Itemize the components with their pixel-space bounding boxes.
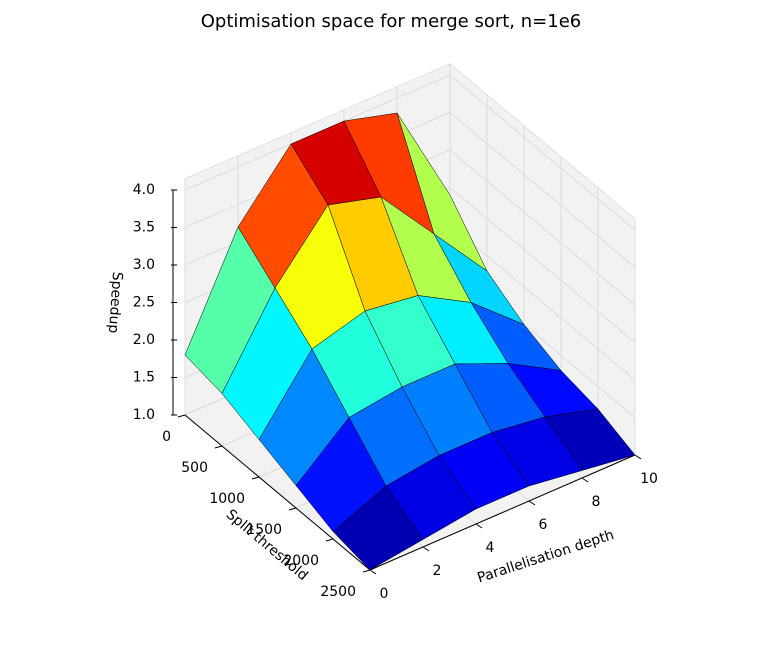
- x-tick-label: 2: [433, 563, 442, 579]
- grid-line: [449, 112, 636, 268]
- x-axis-label: Parallelisation depth: [475, 527, 616, 586]
- grid-line: [449, 149, 636, 306]
- y-tick-label: 1000: [209, 491, 245, 507]
- z-tick-label: 1.5: [133, 370, 155, 386]
- grid-line: [449, 224, 636, 381]
- x-tick: [475, 523, 483, 529]
- y-tick: [177, 414, 186, 418]
- y-axis-line: [184, 414, 371, 571]
- surface-face: [332, 485, 424, 571]
- y-tick-label: 1500: [246, 522, 282, 538]
- y-tick: [288, 507, 297, 511]
- x-tick: [369, 569, 377, 575]
- x-tick: [422, 546, 430, 552]
- y-tick: [214, 445, 223, 449]
- y-tick-label: 2000: [283, 553, 319, 569]
- grid-line: [449, 74, 636, 231]
- z-tick-label: 3.5: [133, 220, 155, 236]
- grid-line: [449, 187, 636, 343]
- x-tick-label: 10: [640, 471, 658, 487]
- y-tick-label: 2500: [320, 584, 356, 600]
- x-tick-label: 8: [592, 494, 601, 510]
- chart-title: Optimisation space for merge sort, n=1e6: [201, 11, 581, 32]
- z-axis-label: Speedup: [105, 271, 125, 334]
- z-tick-label: 1.0: [133, 407, 155, 423]
- y-tick-label: 500: [181, 460, 208, 476]
- z-tick-label: 2.0: [133, 332, 155, 348]
- z-tick-label: 3.0: [133, 257, 155, 273]
- y-tick: [362, 569, 371, 573]
- x-tick-label: 0: [380, 586, 389, 602]
- z-tick-label: 2.5: [133, 295, 155, 311]
- y-axis-label: Split threshold: [223, 507, 311, 584]
- x-tick: [528, 500, 536, 506]
- y-tick: [251, 476, 260, 480]
- x-tick: [581, 477, 589, 483]
- x-axis-line: [369, 454, 636, 571]
- x-tick-label: 4: [486, 540, 495, 556]
- x-tick-label: 6: [539, 517, 548, 533]
- x-tick: [634, 454, 642, 460]
- y-tick: [325, 538, 334, 542]
- z-tick-label: 4.0: [133, 182, 155, 198]
- y-tick-label: 0: [162, 429, 171, 445]
